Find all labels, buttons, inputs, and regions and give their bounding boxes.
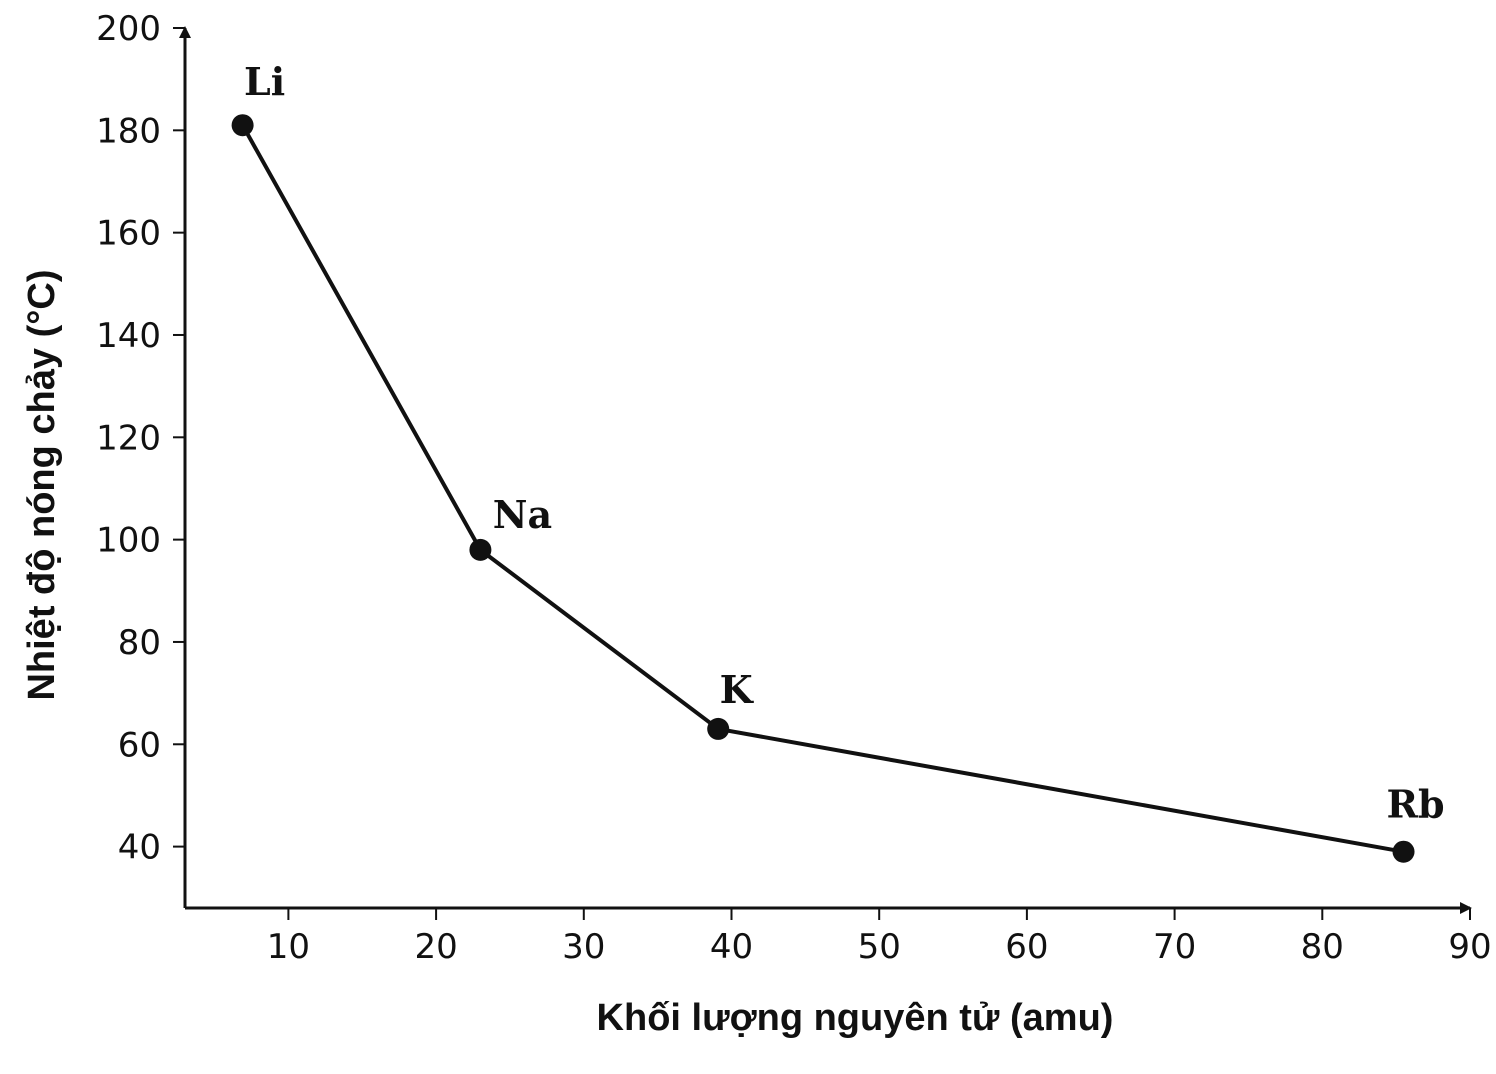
x-tick-label: 40 [710, 927, 753, 967]
x-tick-label: 20 [414, 927, 457, 967]
x-tick-label: 50 [858, 927, 901, 967]
y-ticks: 40 60 80 100 120 140 160 180 200 [96, 9, 185, 868]
y-tick-label: 120 [96, 418, 161, 458]
x-ticks: 10 20 30 40 50 60 70 80 90 [267, 908, 1492, 967]
data-point-label: K [720, 667, 755, 712]
x-tick-label: 90 [1448, 927, 1491, 967]
x-tick-label: 60 [1005, 927, 1048, 967]
data-point-label: Li [244, 59, 285, 104]
series: Li Na K Rb [231, 59, 1445, 863]
y-tick-label: 80 [118, 623, 161, 663]
x-axis-title: Khối lượng nguyên tử (amu) [597, 997, 1114, 1039]
series-line [240, 124, 1404, 854]
data-point [1392, 840, 1415, 863]
data-point [231, 114, 254, 137]
y-tick-label: 40 [118, 828, 161, 868]
x-tick-label: 80 [1301, 927, 1344, 967]
x-tick-label: 10 [267, 927, 310, 967]
y-tick-label: 180 [96, 111, 161, 151]
x-tick-label: 30 [562, 927, 605, 967]
data-point-label: Rb [1386, 782, 1444, 827]
y-tick-label: 140 [96, 316, 161, 356]
y-tick-label: 60 [118, 725, 161, 765]
data-point [469, 538, 492, 561]
x-tick-label: 70 [1153, 927, 1196, 967]
y-tick-label: 160 [96, 214, 161, 254]
data-point-label: Na [493, 492, 552, 537]
y-axis-title: Nhiệt độ nóng chảy (°C) [21, 269, 63, 700]
data-point [707, 717, 730, 740]
y-tick-label: 100 [96, 521, 161, 561]
y-tick-label: 200 [96, 9, 161, 49]
